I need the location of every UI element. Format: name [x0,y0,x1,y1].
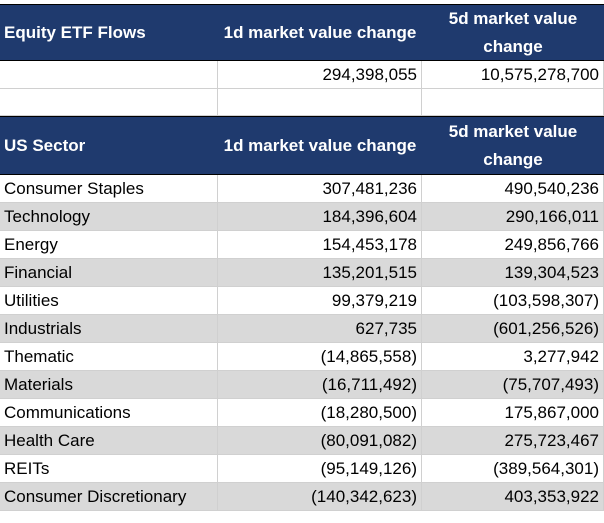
sector-1d-cell[interactable]: (80,091,082) [218,427,422,454]
sector-5d-cell[interactable]: 290,166,011 [422,203,604,230]
table-row: Technology 184,396,604 290,166,011 [0,203,604,231]
sector-name-cell[interactable]: Consumer Discretionary [0,483,218,510]
sector-name-cell[interactable]: Technology [0,203,218,230]
table-row: REITs (95,149,126) (389,564,301) [0,455,604,483]
sector-name-cell[interactable]: Utilities [0,287,218,314]
sector-name-cell[interactable]: Energy [0,231,218,258]
sector-1d-cell[interactable]: (16,711,492) [218,371,422,398]
sector-header-row: US Sector 1d market value change 5d mark… [0,116,604,175]
table-row: Thematic (14,865,558) 3,277,942 [0,343,604,371]
sector-1d-cell[interactable]: 307,481,236 [218,175,422,202]
blank-row [0,89,604,116]
sector-name-cell[interactable]: Communications [0,399,218,426]
sector-1d-cell[interactable]: 627,735 [218,315,422,342]
flows-header-1d[interactable]: 1d market value change [223,22,417,42]
sector-1d-cell[interactable]: 154,453,178 [218,231,422,258]
table-row: Industrials 627,735 (601,256,526) [0,315,604,343]
blank-cell-b[interactable] [218,89,422,115]
sector-name-cell[interactable]: Health Care [0,427,218,454]
sector-name-cell[interactable]: REITs [0,455,218,482]
sector-5d-cell[interactable]: (75,707,493) [422,371,604,398]
sector-5d-cell[interactable]: 139,304,523 [422,259,604,286]
table-row: Consumer Staples 307,481,236 490,540,236 [0,175,604,203]
table-row: Materials (16,711,492) (75,707,493) [0,371,604,399]
sector-1d-cell[interactable]: (14,865,558) [218,343,422,370]
table-row: Health Care (80,091,082) 275,723,467 [0,427,604,455]
flows-header-title[interactable]: Equity ETF Flows [4,22,146,42]
sector-5d-cell[interactable]: 275,723,467 [422,427,604,454]
sector-1d-cell[interactable]: 99,379,219 [218,287,422,314]
sector-header-5d[interactable]: 5d market value change [448,121,578,169]
sector-5d-cell[interactable]: (103,598,307) [422,287,604,314]
sector-name-cell[interactable]: Industrials [0,315,218,342]
flows-total-5d[interactable]: 10,575,278,700 [422,61,604,88]
sector-5d-cell[interactable]: (601,256,526) [422,315,604,342]
table-row: Financial 135,201,515 139,304,523 [0,259,604,287]
sector-header-1d[interactable]: 1d market value change [223,135,417,155]
sector-name-cell[interactable]: Materials [0,371,218,398]
sector-5d-cell[interactable]: 403,353,922 [422,483,604,510]
sector-5d-cell[interactable]: (389,564,301) [422,455,604,482]
sector-1d-cell[interactable]: 184,396,604 [218,203,422,230]
sector-name-cell[interactable]: Financial [0,259,218,286]
sector-5d-cell[interactable]: 175,867,000 [422,399,604,426]
flows-header-5d[interactable]: 5d market value change [448,8,578,56]
sector-1d-cell[interactable]: (140,342,623) [218,483,422,510]
table-row: Utilities 99,379,219 (103,598,307) [0,287,604,315]
table-row: Communications (18,280,500) 175,867,000 [0,399,604,427]
sector-5d-cell[interactable]: 249,856,766 [422,231,604,258]
sector-name-cell[interactable]: Consumer Staples [0,175,218,202]
sector-1d-cell[interactable]: (18,280,500) [218,399,422,426]
sector-header-title[interactable]: US Sector [4,135,86,155]
table-row: Energy 154,453,178 249,856,766 [0,231,604,259]
sector-5d-cell[interactable]: 490,540,236 [422,175,604,202]
sector-name-cell[interactable]: Thematic [0,343,218,370]
blank-cell-c[interactable] [422,89,604,115]
flows-total-label[interactable] [0,61,218,88]
flows-header-row: Equity ETF Flows 1d market value change … [0,4,604,61]
sector-5d-cell[interactable]: 3,277,942 [422,343,604,370]
blank-cell-a[interactable] [0,89,218,115]
flows-total-row: 294,398,055 10,575,278,700 [0,61,604,89]
table-row: Consumer Discretionary (140,342,623) 403,3… [0,483,604,511]
flows-total-1d[interactable]: 294,398,055 [218,61,422,88]
sector-1d-cell[interactable]: 135,201,515 [218,259,422,286]
sector-1d-cell[interactable]: (95,149,126) [218,455,422,482]
